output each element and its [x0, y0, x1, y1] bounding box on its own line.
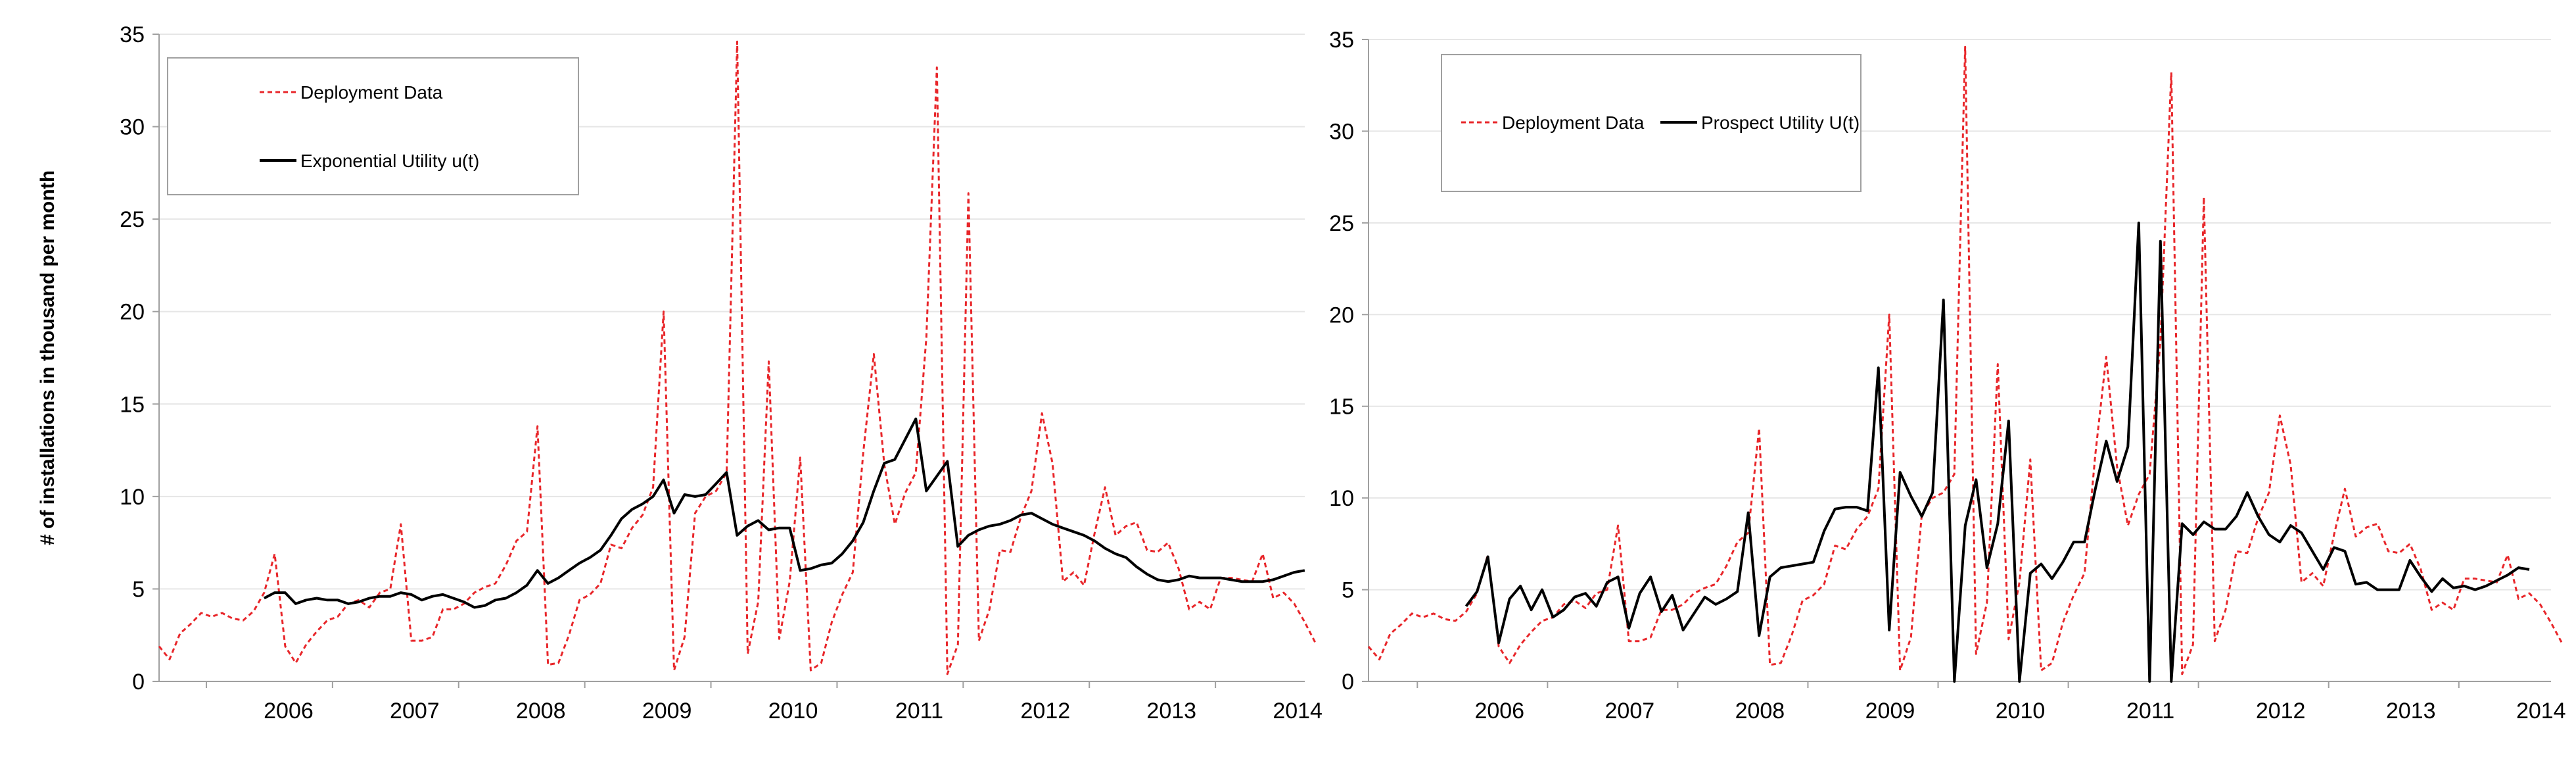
y-tick-label: 0 [132, 670, 145, 695]
x-tick-label: 2012 [2256, 699, 2306, 724]
x-tick-label: 2013 [2386, 699, 2436, 724]
x-tick-label: 2006 [1474, 699, 1524, 724]
x-tick-label: 2011 [895, 699, 943, 724]
y-tick-label: 20 [120, 300, 145, 325]
x-tick-label: 2014 [2516, 699, 2566, 724]
x-tick-label: 2012 [1021, 699, 1071, 724]
y-tick-label: 25 [1329, 211, 1354, 236]
x-tick-label: 2010 [1996, 699, 2046, 724]
legend-box [167, 57, 579, 195]
x-tick-label: 2008 [1735, 699, 1785, 724]
x-tick-label: 2013 [1146, 699, 1196, 724]
series-line-utility [1464, 221, 2530, 683]
y-tick-label: 20 [1329, 303, 1354, 328]
series-line-utility [263, 417, 1305, 609]
y-tick-label: 25 [120, 207, 145, 232]
chart-exponential-utility: 0 5 10 15 20 25 30 35 2006 2007 2008 2009 2010 2011 20… [37, 22, 1323, 724]
legend-box [1441, 54, 1862, 192]
x-tick-label: 2007 [390, 699, 440, 724]
legend-label: Deployment Data [300, 82, 443, 103]
legend-label: Exponential Utility u(t) [300, 151, 479, 171]
y-tick-label: 15 [1329, 395, 1354, 420]
y-tick-label: 0 [1342, 670, 1354, 695]
x-tick-label: 2008 [516, 699, 566, 724]
x-tick-label: 2009 [1865, 699, 1915, 724]
y-tick-label: 15 [120, 392, 145, 417]
x-tick-label: 2010 [768, 699, 818, 724]
y-tick-label: 35 [1329, 28, 1354, 53]
y-tick-label: 10 [120, 485, 145, 510]
y-axis-title: # of installations in thousand per month [37, 170, 59, 545]
series-line-deployment-data [1367, 45, 2563, 675]
y-tick-label: 30 [1329, 119, 1354, 144]
series-line-deployment-data [158, 40, 1317, 675]
legend-label: Deployment Data [1502, 112, 1645, 133]
chart-prospect-utility: 0 5 10 15 20 25 30 35 2006 2007 2008 2009 2010 2011 20… [1329, 28, 2565, 724]
x-tick-label: 2009 [642, 699, 692, 724]
y-tick-label: 35 [120, 22, 145, 47]
legend-label: Prospect Utility U(t) [1701, 112, 1860, 133]
x-tick-label: 2014 [1273, 699, 1323, 724]
y-tick-label: 5 [132, 577, 145, 602]
x-tick-label: 2011 [2126, 699, 2174, 724]
y-tick-label: 10 [1329, 486, 1354, 511]
y-tick-label: 30 [120, 115, 145, 140]
x-tick-label: 2006 [264, 699, 314, 724]
y-tick-label: 5 [1342, 578, 1354, 603]
x-tick-label: 2007 [1605, 699, 1655, 724]
